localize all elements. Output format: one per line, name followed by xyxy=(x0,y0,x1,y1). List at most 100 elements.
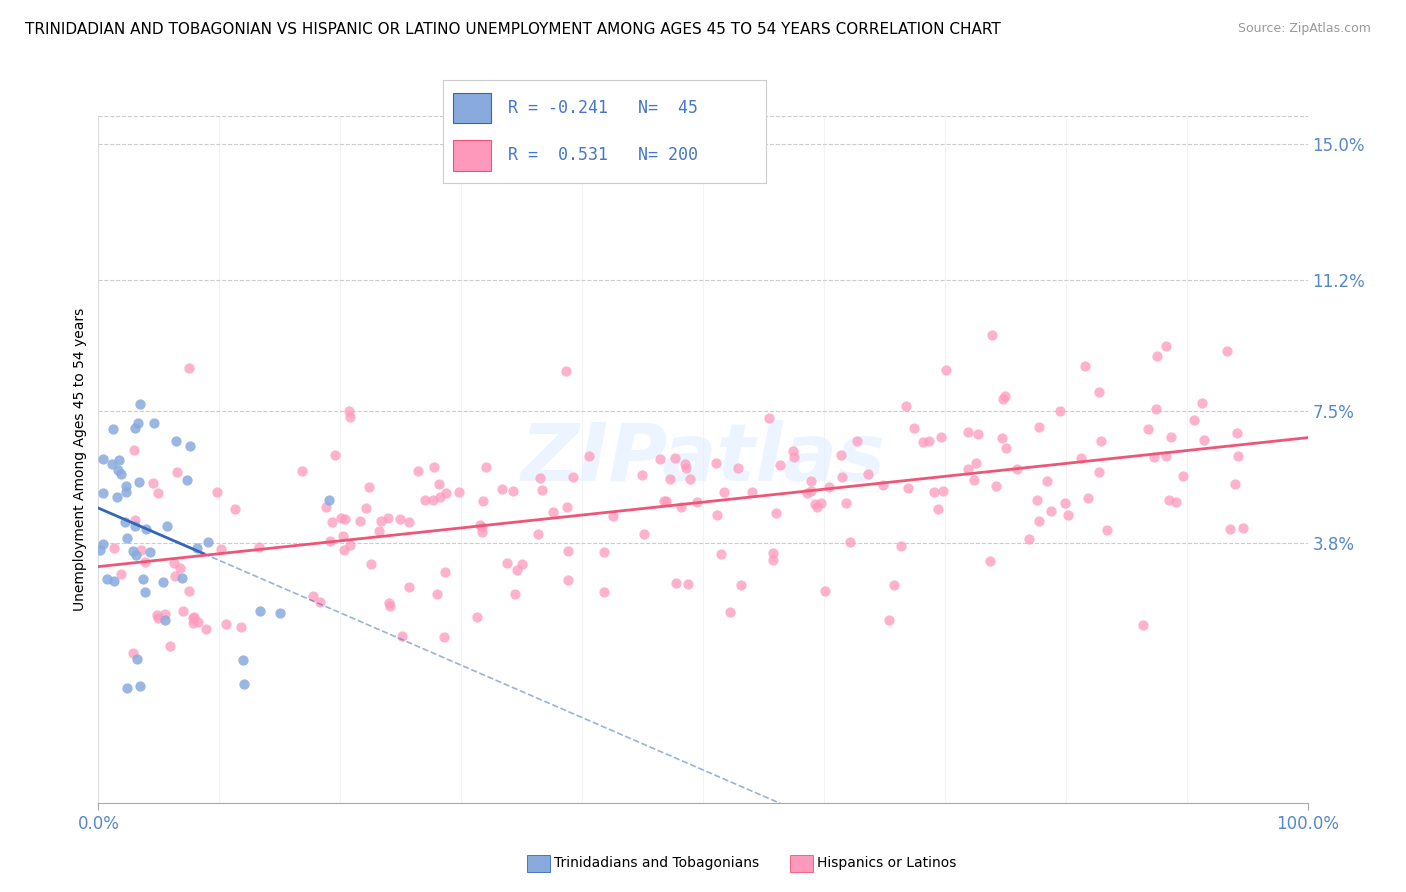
Point xyxy=(1215,343,1237,358)
Point xyxy=(631,467,654,482)
Point xyxy=(1070,450,1092,465)
Point xyxy=(315,500,337,514)
Point xyxy=(172,604,194,618)
Point xyxy=(128,475,150,489)
Point xyxy=(318,493,340,508)
Point xyxy=(685,495,707,509)
Point xyxy=(935,363,957,377)
Point xyxy=(1077,491,1099,505)
Text: Hispanics or Latinos: Hispanics or Latinos xyxy=(817,856,956,871)
Point xyxy=(602,509,624,524)
Point xyxy=(101,422,124,436)
Text: R =  0.531   N= 200: R = 0.531 N= 200 xyxy=(508,146,697,164)
Point xyxy=(1074,359,1097,373)
Point xyxy=(370,514,392,528)
Point xyxy=(1025,492,1047,507)
Point xyxy=(142,475,165,490)
Point xyxy=(903,421,925,435)
Point xyxy=(434,565,457,579)
Point xyxy=(319,533,342,548)
Point xyxy=(434,486,457,500)
Point xyxy=(557,573,579,587)
Point xyxy=(146,610,169,624)
Point xyxy=(349,515,371,529)
Point xyxy=(426,587,449,601)
Point xyxy=(557,544,579,558)
Point xyxy=(388,512,411,526)
Point xyxy=(335,511,357,525)
Point xyxy=(146,486,169,500)
Point xyxy=(427,476,450,491)
Point xyxy=(129,397,152,411)
Point xyxy=(782,444,804,458)
Point xyxy=(323,448,346,462)
Point xyxy=(124,519,146,533)
Point xyxy=(127,416,149,430)
Point xyxy=(380,599,402,614)
Point xyxy=(965,456,987,470)
Point xyxy=(1036,474,1059,488)
Point xyxy=(181,616,204,631)
Point xyxy=(1159,493,1181,508)
Point xyxy=(655,494,678,508)
Point xyxy=(727,461,749,475)
Point xyxy=(470,518,492,533)
Point xyxy=(673,457,696,471)
Point xyxy=(145,607,167,622)
Point xyxy=(339,410,361,425)
Y-axis label: Unemployment Among Ages 45 to 54 years: Unemployment Among Ages 45 to 54 years xyxy=(73,308,87,611)
Text: R = -0.241   N=  45: R = -0.241 N= 45 xyxy=(508,99,697,117)
Point xyxy=(846,434,869,449)
Point xyxy=(105,490,128,504)
Point xyxy=(176,474,198,488)
Point xyxy=(110,566,132,581)
Point xyxy=(555,500,578,514)
Point xyxy=(503,587,526,601)
Point xyxy=(122,646,145,660)
Text: Source: ZipAtlas.com: Source: ZipAtlas.com xyxy=(1237,22,1371,36)
Point xyxy=(713,485,735,500)
Point xyxy=(831,469,853,483)
Point xyxy=(1018,532,1040,546)
Point xyxy=(835,496,858,510)
Point xyxy=(1154,449,1177,463)
Point xyxy=(1054,496,1077,510)
Point xyxy=(986,479,1008,493)
Point xyxy=(883,578,905,592)
Point xyxy=(675,461,697,475)
Point xyxy=(669,500,692,515)
Point xyxy=(332,529,354,543)
Point xyxy=(730,578,752,592)
Point xyxy=(1164,494,1187,508)
Point xyxy=(422,493,444,508)
Point xyxy=(894,399,917,413)
Text: TRINIDADIAN AND TOBAGONIAN VS HISPANIC OR LATINO UNEMPLOYMENT AMONG AGES 45 TO 5: TRINIDADIAN AND TOBAGONIAN VS HISPANIC O… xyxy=(25,22,1001,37)
Point xyxy=(209,542,232,557)
Point xyxy=(155,614,177,628)
Point xyxy=(194,623,217,637)
Point xyxy=(506,563,529,577)
Point xyxy=(1154,339,1177,353)
Point xyxy=(134,585,156,599)
Point xyxy=(429,490,451,504)
Point xyxy=(980,327,1002,342)
Point xyxy=(117,531,139,545)
Point xyxy=(979,554,1001,568)
Point xyxy=(115,479,138,493)
Point xyxy=(922,485,945,500)
Point xyxy=(783,450,806,465)
Point xyxy=(96,572,118,586)
Point xyxy=(378,596,401,610)
Point xyxy=(129,543,152,558)
Point xyxy=(249,604,271,618)
Point xyxy=(741,485,763,500)
Point xyxy=(633,527,655,541)
Point xyxy=(165,434,187,448)
Point xyxy=(769,458,792,473)
Point xyxy=(321,515,343,529)
Point xyxy=(990,431,1012,445)
Point xyxy=(810,496,832,510)
Point xyxy=(152,574,174,589)
Bar xyxy=(453,140,492,170)
Point xyxy=(931,483,953,498)
